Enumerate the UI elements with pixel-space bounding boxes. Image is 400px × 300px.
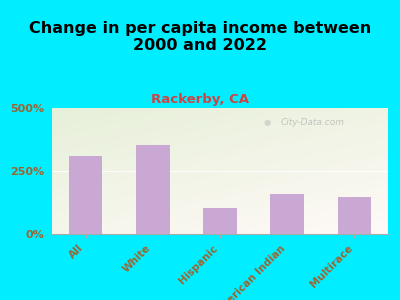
- Text: Change in per capita income between
2000 and 2022: Change in per capita income between 2000…: [29, 21, 371, 53]
- Bar: [69, 156, 102, 234]
- Text: Rackerby, CA: Rackerby, CA: [151, 93, 249, 106]
- Bar: [338, 197, 371, 234]
- Text: ●: ●: [264, 118, 271, 127]
- Text: City-Data.com: City-Data.com: [280, 118, 344, 127]
- Bar: [270, 194, 304, 234]
- Bar: [136, 145, 170, 234]
- Bar: [203, 208, 237, 234]
